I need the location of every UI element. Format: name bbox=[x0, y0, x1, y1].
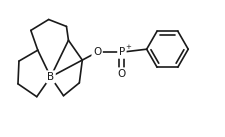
Text: O: O bbox=[118, 69, 126, 79]
Text: B: B bbox=[47, 72, 54, 82]
Text: +: + bbox=[125, 44, 131, 50]
Text: O: O bbox=[93, 47, 101, 57]
Text: P: P bbox=[119, 47, 125, 57]
